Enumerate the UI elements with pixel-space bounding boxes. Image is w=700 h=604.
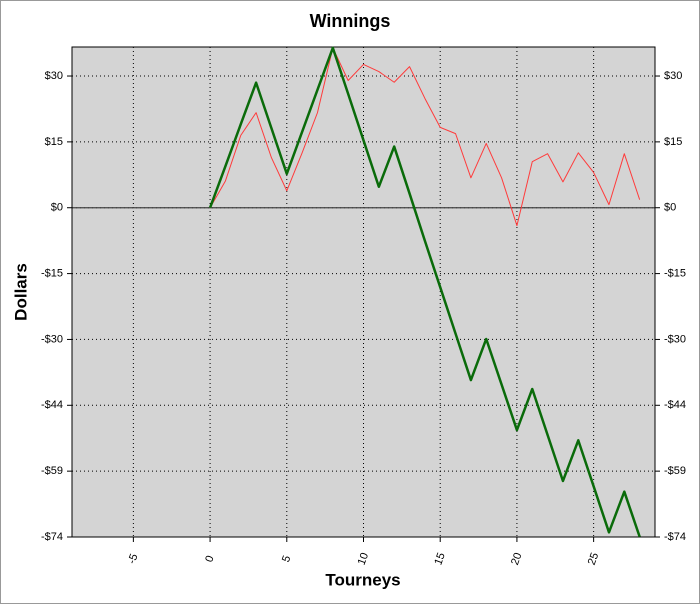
y-tick-label: $0	[51, 202, 63, 214]
x-tick-label: 25	[586, 551, 601, 567]
data-line	[209, 47, 641, 227]
y2-tick-label: -$30	[664, 333, 686, 345]
y2-tick-label: -$59	[664, 465, 686, 477]
plot-border	[71, 46, 656, 538]
y2-tick-label: -$74	[664, 531, 686, 543]
y2-tick-label: $15	[664, 136, 682, 148]
x-tick-label: 15	[432, 551, 447, 567]
y2-tick-label: $30	[664, 70, 682, 82]
x-tick-label: 20	[509, 551, 524, 567]
chart-title: Winnings	[310, 11, 391, 31]
x-tick-label: -5	[126, 552, 141, 565]
data-line	[208, 46, 641, 538]
y-tick-label: $30	[45, 70, 63, 82]
y-tick-label: -$44	[41, 399, 63, 411]
y-axis-title: Dollars	[11, 263, 30, 321]
y-tick-label: -$30	[41, 333, 63, 345]
y-tick-label: -$74	[41, 531, 63, 543]
y2-tick-label: -$44	[664, 399, 686, 411]
x-tick-label: 0	[203, 554, 216, 564]
y2-tick-label: -$15	[664, 267, 686, 279]
y2-tick-label: $0	[664, 202, 676, 214]
x-tick-label: 10	[356, 551, 371, 567]
x-axis-title: Tourneys	[325, 570, 400, 589]
x-tick-label: 5	[280, 554, 293, 564]
y-tick-label: $15	[45, 136, 63, 148]
y-tick-label: -$15	[41, 267, 63, 279]
y-tick-label: -$59	[41, 465, 63, 477]
